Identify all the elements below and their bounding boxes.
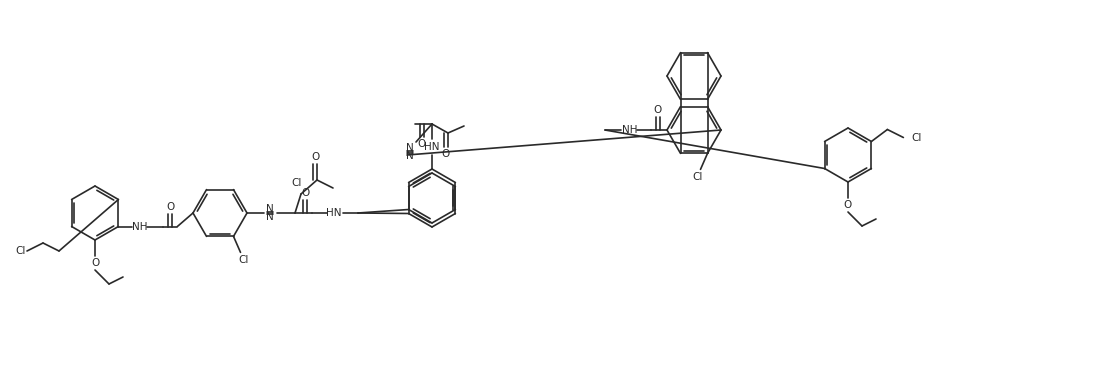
Text: N: N: [406, 151, 414, 161]
Text: Cl: Cl: [692, 173, 703, 183]
Text: NH: NH: [132, 221, 147, 232]
Text: Cl: Cl: [238, 255, 249, 265]
Text: N: N: [406, 143, 414, 153]
Text: O: O: [301, 188, 309, 198]
Text: Cl: Cl: [912, 132, 921, 142]
Text: Cl: Cl: [292, 178, 302, 188]
Text: HN: HN: [326, 208, 342, 218]
Text: O: O: [91, 258, 99, 268]
Text: N: N: [267, 212, 274, 222]
Text: O: O: [167, 201, 174, 211]
Text: O: O: [418, 139, 426, 149]
Text: HN: HN: [425, 142, 440, 152]
Text: Cl: Cl: [15, 246, 25, 256]
Text: N: N: [267, 204, 274, 214]
Text: O: O: [442, 149, 450, 159]
Text: O: O: [844, 200, 852, 210]
Text: O: O: [654, 105, 663, 115]
Text: NH: NH: [622, 125, 637, 135]
Text: O: O: [310, 152, 319, 162]
